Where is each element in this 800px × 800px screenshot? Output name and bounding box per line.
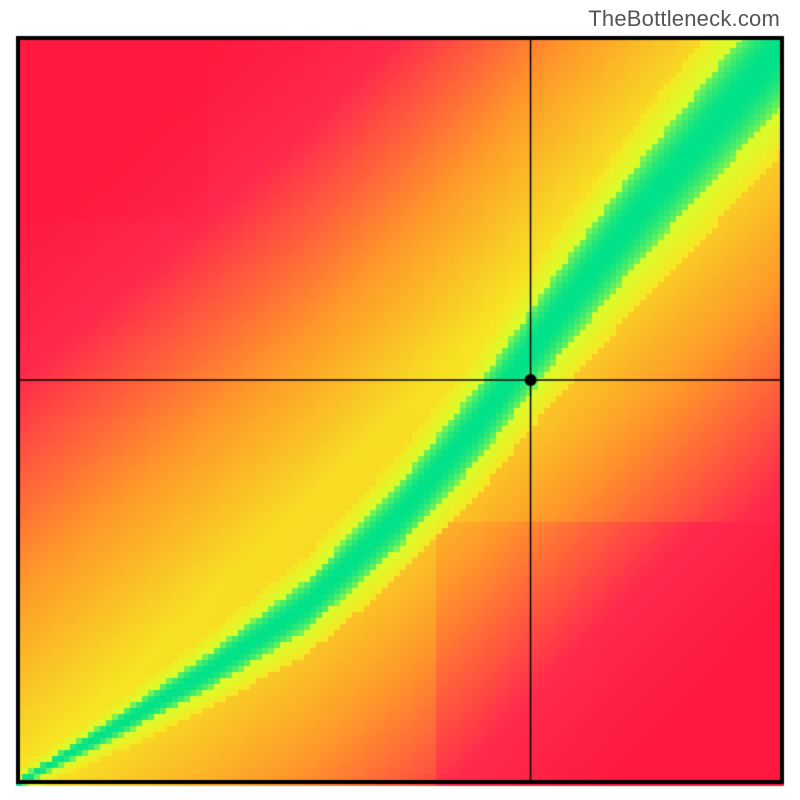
bottleneck-heatmap	[0, 0, 800, 800]
watermark-text: TheBottleneck.com	[588, 6, 780, 32]
